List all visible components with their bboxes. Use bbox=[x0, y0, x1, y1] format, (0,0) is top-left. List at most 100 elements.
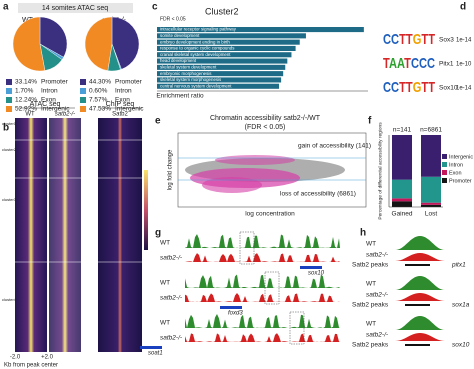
motif-pvalue: 1e-14 bbox=[456, 86, 472, 92]
gene-label: sox10 bbox=[452, 342, 470, 349]
heatmap bbox=[49, 118, 81, 352]
motif-name: Sox10 bbox=[439, 85, 458, 92]
bar bbox=[157, 39, 300, 45]
pie-slice bbox=[111, 16, 140, 70]
signal-track bbox=[185, 253, 340, 262]
motif-pvalue: 1e-10 bbox=[456, 62, 472, 68]
panel-label: c bbox=[152, 2, 158, 13]
cluster-label: cluster4 bbox=[2, 297, 17, 302]
legend-swatch bbox=[6, 88, 12, 94]
signal-track bbox=[395, 236, 445, 250]
axis-label: +2.0 bbox=[41, 355, 54, 361]
track-label: satb2-/- bbox=[160, 335, 183, 342]
signal-track bbox=[395, 253, 445, 261]
legend-value: 7.57% bbox=[89, 97, 108, 104]
bar bbox=[157, 64, 286, 70]
bar-label: head development bbox=[160, 58, 197, 63]
highlight-box bbox=[264, 271, 280, 305]
panel-label: g bbox=[155, 228, 161, 239]
legend-swatch bbox=[80, 97, 86, 103]
column-label: satb2-/- bbox=[55, 112, 75, 118]
track-label: satb2-/- bbox=[160, 295, 183, 302]
ma-cloud bbox=[185, 155, 345, 193]
bar-label: cranial skeletal system development bbox=[160, 52, 231, 57]
panel-label: b bbox=[3, 123, 9, 134]
legend-label: Exon bbox=[115, 97, 130, 104]
legend-label: Intergenic bbox=[449, 154, 473, 160]
track-label: satb2-/- bbox=[366, 332, 389, 339]
legend-label: Intergenic bbox=[115, 106, 144, 113]
bar-segment bbox=[421, 176, 441, 203]
bar-segment bbox=[421, 204, 441, 207]
pie-slice bbox=[12, 16, 46, 72]
legend-value: 47.53% bbox=[89, 106, 111, 113]
legend-label: Intron bbox=[449, 162, 463, 168]
column-label: WT bbox=[25, 112, 35, 118]
legend-label: Intergenic bbox=[41, 106, 70, 113]
highlight-box bbox=[289, 311, 305, 345]
signal-track bbox=[185, 293, 340, 302]
cluster-label: cluster2 bbox=[2, 147, 17, 152]
motif-pvalue: 1e-14 bbox=[456, 38, 472, 44]
pie-slice bbox=[84, 16, 113, 71]
x-axis-title: Kb from peak center bbox=[4, 363, 58, 369]
x-tick-label: Gained bbox=[392, 211, 413, 218]
bar bbox=[157, 52, 292, 58]
track-label: WT bbox=[366, 241, 376, 248]
motif-name: Sox3 bbox=[439, 37, 454, 44]
pie-slice bbox=[39, 16, 68, 58]
legend-swatch bbox=[80, 88, 86, 94]
x-tick-label: Lost bbox=[425, 211, 437, 218]
legend-swatch bbox=[6, 97, 12, 103]
track-label: satb2-/- bbox=[366, 292, 389, 299]
legend-swatch bbox=[6, 106, 12, 112]
track-label: WT bbox=[160, 240, 170, 247]
panel-title: 14 somites ATAC seq bbox=[42, 5, 108, 12]
bar-segment bbox=[392, 179, 412, 199]
motif-name: Pitx1 bbox=[439, 61, 454, 68]
gene-label: sox10 bbox=[308, 271, 325, 277]
highlight-box bbox=[239, 231, 255, 265]
legend-value: 12.24% bbox=[15, 97, 37, 104]
panel-subtitle: (FDR < 0.05) bbox=[245, 124, 286, 131]
legend-swatch bbox=[442, 178, 447, 183]
y-axis-title: Percentage of differential accessibility… bbox=[377, 122, 383, 220]
bar-label: skeletal system development bbox=[160, 65, 217, 70]
panel-label: a bbox=[3, 2, 9, 13]
peak-bar bbox=[405, 344, 430, 346]
x-axis-title: Enrichment ratio bbox=[156, 93, 204, 100]
legend-value: 44.30% bbox=[89, 79, 111, 86]
bar-segment bbox=[392, 201, 412, 207]
header: ATAC seq bbox=[30, 101, 61, 108]
track-label: satb2-/- bbox=[160, 255, 183, 262]
bar bbox=[157, 77, 282, 83]
legend-label: Exon bbox=[449, 170, 462, 176]
motif-logo: CCTTGTT bbox=[383, 79, 435, 96]
legend-label: Promoter bbox=[115, 79, 143, 86]
bar-segment bbox=[421, 202, 441, 205]
legend-swatch bbox=[442, 170, 447, 175]
bar-segment bbox=[392, 135, 412, 180]
legend-swatch bbox=[80, 79, 86, 85]
bar-segment bbox=[392, 198, 412, 202]
peak-bar bbox=[405, 264, 430, 266]
chart-title: Cluster2 bbox=[205, 6, 239, 16]
chart-subtitle: FDR < 0.05 bbox=[160, 16, 186, 22]
bar-label: embryonic morphogenesis bbox=[160, 71, 212, 76]
panel-label: d bbox=[460, 2, 466, 13]
cluster-label: cluster3 bbox=[2, 197, 17, 202]
gene-model bbox=[220, 306, 242, 309]
signal-track bbox=[395, 316, 445, 330]
header: ChIP seq bbox=[106, 101, 135, 108]
bar bbox=[157, 71, 284, 77]
bar bbox=[157, 58, 288, 64]
bar bbox=[157, 33, 306, 39]
panel-title: Chromatin accessibility satb2-/-/WT bbox=[210, 115, 321, 122]
x-axis-title: log concentration bbox=[245, 211, 295, 218]
generated: WT 33.14% Promoter 1.70% Intron 12.24% Exon 52.… bbox=[6, 6, 473, 357]
annotation: gain of accessibility (141) bbox=[298, 143, 371, 150]
track-label: Satb2 peaks bbox=[352, 262, 389, 269]
plot-frame bbox=[177, 132, 367, 208]
signal-track bbox=[185, 314, 340, 328]
